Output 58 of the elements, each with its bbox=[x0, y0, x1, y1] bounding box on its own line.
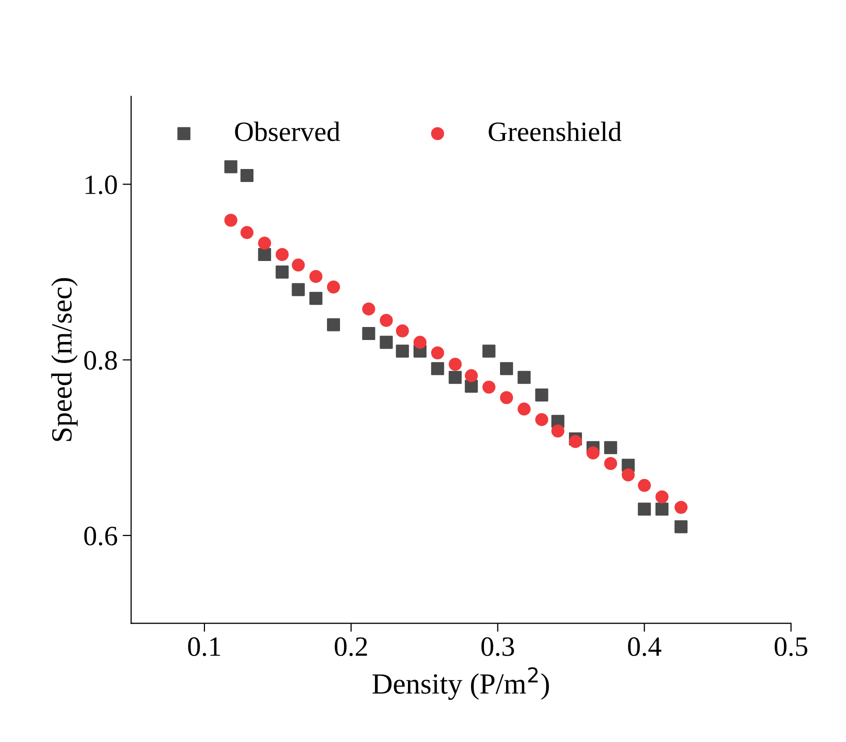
point bbox=[518, 402, 531, 416]
point bbox=[448, 358, 462, 371]
point bbox=[655, 502, 668, 516]
y-axis-title: Speed (m/sec) bbox=[51, 278, 78, 441]
point bbox=[362, 327, 376, 340]
x-tick-label: 0.1 bbox=[188, 637, 220, 656]
point bbox=[482, 380, 496, 394]
point bbox=[414, 336, 427, 349]
point bbox=[396, 324, 409, 338]
point bbox=[604, 456, 618, 470]
point bbox=[258, 236, 272, 250]
point bbox=[586, 446, 600, 460]
point bbox=[326, 280, 340, 294]
point bbox=[258, 248, 272, 262]
point bbox=[604, 441, 618, 454]
x-tick-label: 0.2 bbox=[334, 637, 367, 656]
point bbox=[464, 369, 478, 382]
legend-label: Observed bbox=[235, 122, 340, 142]
point bbox=[518, 370, 531, 384]
point bbox=[326, 318, 340, 332]
point bbox=[224, 214, 238, 227]
x-tick-label: 0.5 bbox=[774, 637, 808, 656]
point bbox=[292, 258, 305, 272]
point bbox=[240, 168, 254, 182]
point bbox=[535, 413, 548, 426]
legend-label: Greenshield bbox=[488, 122, 622, 142]
point bbox=[292, 283, 305, 296]
point bbox=[551, 424, 564, 438]
point bbox=[622, 468, 635, 482]
point bbox=[396, 344, 409, 358]
point bbox=[674, 500, 688, 514]
point bbox=[500, 362, 514, 376]
point bbox=[431, 346, 444, 360]
point bbox=[500, 391, 514, 404]
x-axis-title: Density (P/m$^{2}$) bbox=[372, 667, 549, 700]
point bbox=[380, 336, 393, 349]
y-tick-label: 1.0 bbox=[86, 175, 117, 194]
y-tick-label: 0.6 bbox=[84, 526, 118, 546]
point bbox=[309, 292, 322, 305]
point bbox=[568, 435, 582, 448]
point bbox=[240, 226, 254, 240]
point bbox=[276, 266, 289, 279]
x-tick-label: 0.3 bbox=[481, 637, 514, 656]
point bbox=[655, 490, 668, 504]
point bbox=[638, 478, 651, 492]
point bbox=[448, 370, 462, 384]
x-tick-label: 0.4 bbox=[628, 637, 662, 656]
point bbox=[309, 270, 322, 283]
point bbox=[380, 314, 393, 327]
point bbox=[431, 362, 444, 376]
point bbox=[535, 388, 548, 402]
point bbox=[276, 248, 289, 262]
point bbox=[638, 502, 651, 516]
point bbox=[362, 302, 376, 316]
y-tick-label: 0.8 bbox=[84, 351, 117, 370]
point bbox=[674, 520, 688, 534]
point bbox=[224, 160, 238, 174]
point bbox=[482, 344, 496, 358]
